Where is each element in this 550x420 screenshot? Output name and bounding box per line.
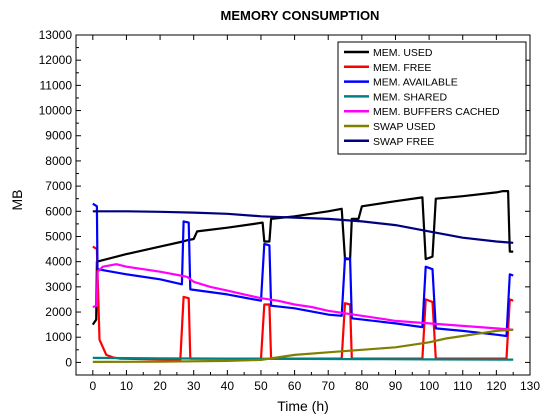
legend: MEM. USED MEM. FREE MEM. AVAILABLE MEM. SHA… <box>337 41 527 155</box>
legend-entry: MEM. SHARED <box>373 91 448 103</box>
x-tick-label: 100 <box>419 379 439 393</box>
x-tick-label: 60 <box>288 379 302 393</box>
y-tick-label: 4000 <box>45 255 72 269</box>
chart-title: MEMORY CONSUMPTION <box>221 8 380 23</box>
series-line-mem-used <box>91 190 514 326</box>
legend-entry: SWAP USED <box>373 121 436 133</box>
x-tick-label: 40 <box>221 379 235 393</box>
y-tick-label: 7000 <box>45 179 72 193</box>
legend-box <box>337 41 527 155</box>
y-tick-label: 9000 <box>45 129 72 143</box>
y-tick-label: 10000 <box>39 104 73 118</box>
y-tick-label: 1000 <box>45 330 72 344</box>
y-tick-label: 6000 <box>45 204 72 218</box>
plot-frame <box>75 34 531 376</box>
x-tick-label: 70 <box>322 379 336 393</box>
series-layer <box>91 190 514 363</box>
series-line-swap-used <box>92 328 514 363</box>
x-tick-label: 30 <box>187 379 201 393</box>
series-line-mem-shared <box>92 356 514 361</box>
y-tick-label: 8000 <box>45 154 72 168</box>
x-tick-label: 130 <box>520 379 540 393</box>
series-line-mem-buffers-cached <box>92 263 514 331</box>
x-tick-label: 120 <box>486 379 506 393</box>
series-line-mem-free <box>92 245 514 361</box>
x-tick-label: 80 <box>355 379 369 393</box>
y-tick-label: 12000 <box>39 53 73 67</box>
y-tick-label: 3000 <box>45 280 72 294</box>
y-tick-label: 13000 <box>39 28 73 42</box>
legend-entry: MEM. USED <box>373 47 433 59</box>
x-tick-label: 10 <box>120 379 134 393</box>
series-line-swap-free <box>92 210 514 244</box>
y-axis-label: MB <box>9 190 25 211</box>
x-axis: 0 10 20 30 40 50 60 70 80 90 100 110 120 130 <box>89 35 540 393</box>
legend-entry: MEM. AVAILABLE <box>373 77 458 89</box>
series-line-mem-available <box>92 202 514 338</box>
legend-entry: MEM. BUFFERS CACHED <box>373 106 500 118</box>
y-tick-label: 0 <box>65 355 72 369</box>
x-tick-label: 0 <box>89 379 96 393</box>
x-tick-label: 50 <box>254 379 268 393</box>
y-axis: 0 1000 2000 3000 4000 5000 6000 7000 8000 9000 100… <box>39 28 530 369</box>
x-tick-label: 20 <box>153 379 167 393</box>
y-tick-label: 5000 <box>45 229 72 243</box>
y-tick-label: 11000 <box>40 78 73 92</box>
y-tick-label: 2000 <box>45 305 72 319</box>
legend-entry: SWAP FREE <box>373 136 434 148</box>
x-tick-label: 110 <box>453 379 472 393</box>
legend-entry: MEM. FREE <box>373 62 431 74</box>
x-tick-label: 90 <box>389 379 403 393</box>
x-axis-label: Time (h) <box>277 398 329 414</box>
